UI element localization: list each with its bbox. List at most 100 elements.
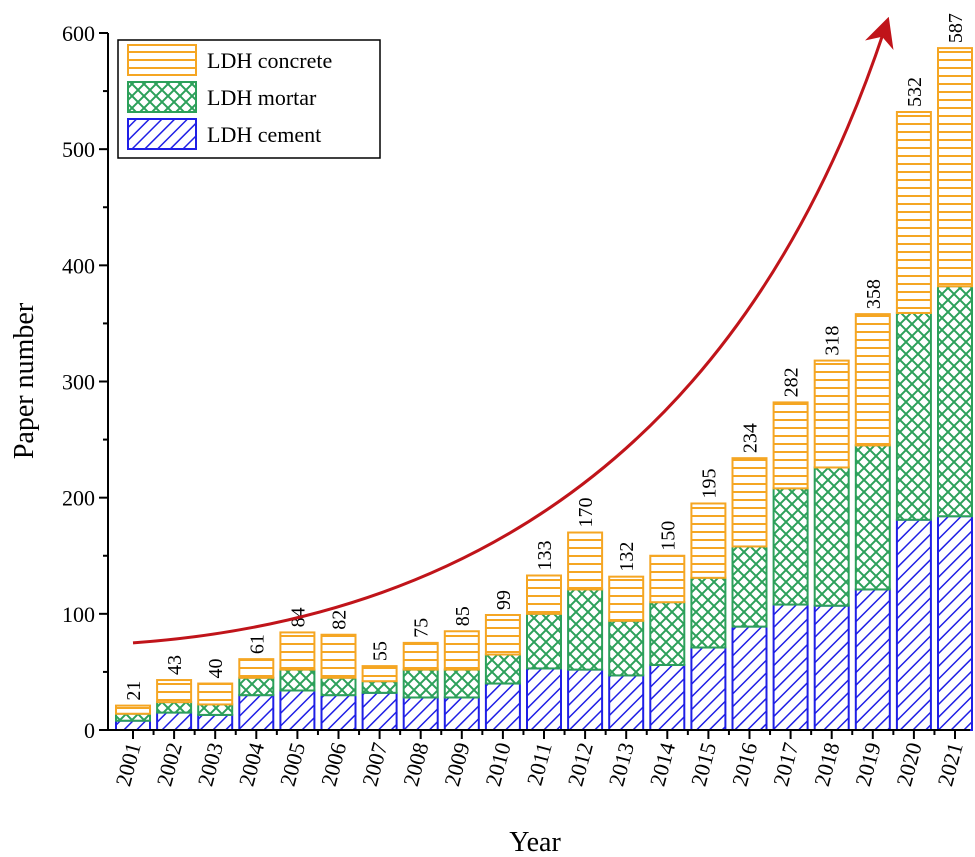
total-label-2006: 82 bbox=[329, 610, 351, 630]
bar-ldh-concrete-2021 bbox=[937, 47, 973, 288]
bar-ldh-concrete-2012 bbox=[567, 531, 604, 591]
total-label-2012: 170 bbox=[575, 498, 597, 528]
x-tick-label-2003: 2003 bbox=[192, 740, 228, 789]
x-tick-label-2008: 2008 bbox=[398, 740, 434, 789]
bar-ldh-mortar-2012 bbox=[567, 588, 604, 671]
bar-ldh-concrete-2016 bbox=[731, 457, 768, 548]
bars-layer bbox=[115, 47, 973, 732]
y-axis-title: Paper number bbox=[9, 302, 40, 459]
trend-arrow bbox=[132, 16, 894, 645]
bar-ldh-cement-2007 bbox=[361, 691, 398, 731]
bar-ldh-mortar-2021 bbox=[937, 285, 973, 518]
bar-ldh-mortar-2015 bbox=[690, 576, 727, 649]
trend-arrow-layer bbox=[132, 16, 894, 645]
x-tick-label-2005: 2005 bbox=[275, 740, 311, 789]
x-tick-label-2007: 2007 bbox=[357, 740, 393, 789]
bar-ldh-cement-2002 bbox=[156, 711, 193, 732]
x-tick-label-2017: 2017 bbox=[768, 740, 804, 789]
bar-ldh-concrete-2015 bbox=[690, 502, 727, 579]
y-tick-label-500: 500 bbox=[62, 137, 95, 162]
total-label-2003: 40 bbox=[205, 659, 227, 679]
bar-ldh-mortar-2006 bbox=[320, 676, 357, 697]
bar-ldh-mortar-2001 bbox=[115, 712, 151, 722]
bar-ldh-mortar-2003 bbox=[197, 703, 234, 716]
x-tick-label-2009: 2009 bbox=[439, 740, 475, 789]
x-tick-label-2001: 2001 bbox=[110, 740, 146, 789]
bar-ldh-cement-2001 bbox=[115, 719, 151, 731]
x-tick-label-2011: 2011 bbox=[522, 740, 557, 788]
bar-ldh-concrete-2019 bbox=[854, 313, 891, 447]
bar-ldh-mortar-2014 bbox=[649, 601, 686, 666]
total-label-2002: 43 bbox=[164, 655, 186, 675]
legend-label-ldh-concrete: LDH concrete bbox=[207, 48, 332, 73]
bar-ldh-cement-2021 bbox=[937, 515, 973, 732]
bar-ldh-mortar-2009 bbox=[443, 668, 480, 699]
total-label-2017: 282 bbox=[781, 367, 803, 397]
total-label-2019: 358 bbox=[863, 279, 885, 309]
total-label-2020: 532 bbox=[904, 77, 926, 107]
bar-ldh-mortar-2011 bbox=[526, 612, 562, 670]
total-label-2015: 195 bbox=[698, 468, 720, 498]
bar-ldh-mortar-2016 bbox=[731, 545, 768, 628]
bar-ldh-concrete-2020 bbox=[895, 110, 932, 314]
x-tick-label-2015: 2015 bbox=[686, 740, 722, 789]
total-label-2010: 99 bbox=[493, 590, 515, 610]
bar-ldh-concrete-2017 bbox=[772, 401, 809, 490]
x-tick-label-2002: 2002 bbox=[151, 740, 187, 789]
bar-ldh-mortar-2017 bbox=[772, 487, 809, 606]
total-label-2021: 587 bbox=[945, 13, 967, 43]
bar-ldh-mortar-2002 bbox=[156, 701, 193, 714]
bar-ldh-cement-2006 bbox=[320, 694, 357, 732]
x-tick-label-2014: 2014 bbox=[645, 740, 681, 789]
bar-ldh-cement-2018 bbox=[813, 604, 850, 731]
total-label-2016: 234 bbox=[740, 423, 762, 453]
y-tick-label-200: 200 bbox=[62, 486, 95, 511]
bar-ldh-concrete-2002 bbox=[156, 679, 193, 704]
total-label-2007: 55 bbox=[370, 641, 392, 661]
y-tick-label-400: 400 bbox=[62, 253, 95, 278]
bar-ldh-cement-2015 bbox=[690, 646, 727, 731]
bar-ldh-mortar-2019 bbox=[854, 444, 891, 591]
bar-ldh-concrete-2006 bbox=[320, 633, 357, 679]
bar-ldh-cement-2014 bbox=[649, 663, 686, 731]
legend-label-ldh-mortar: LDH mortar bbox=[207, 85, 317, 110]
bar-ldh-mortar-2010 bbox=[484, 653, 521, 685]
bar-ldh-cement-2004 bbox=[238, 694, 275, 732]
bar-ldh-concrete-2013 bbox=[608, 575, 645, 622]
x-tick-label-2012: 2012 bbox=[562, 740, 598, 789]
bar-ldh-cement-2013 bbox=[608, 674, 645, 732]
x-tick-label-2010: 2010 bbox=[480, 740, 516, 789]
bar-ldh-concrete-2005 bbox=[279, 631, 316, 671]
bar-ldh-mortar-2020 bbox=[895, 311, 932, 521]
bar-ldh-concrete-2011 bbox=[526, 574, 562, 615]
bar-ldh-cement-2008 bbox=[402, 696, 439, 731]
legend-swatch-ldh-concrete bbox=[127, 44, 197, 76]
x-tick-label-2013: 2013 bbox=[603, 740, 639, 789]
x-tick-label-2018: 2018 bbox=[809, 740, 845, 789]
bar-ldh-concrete-2003 bbox=[197, 682, 234, 706]
x-tick-label-2006: 2006 bbox=[316, 740, 352, 789]
bar-ldh-mortar-2005 bbox=[279, 668, 316, 692]
legend-label-ldh-cement: LDH cement bbox=[207, 122, 321, 147]
bar-ldh-concrete-2009 bbox=[443, 630, 480, 671]
bar-ldh-mortar-2007 bbox=[361, 680, 398, 694]
bar-ldh-cement-2017 bbox=[772, 603, 809, 731]
bar-ldh-concrete-2004 bbox=[238, 658, 275, 679]
bar-ldh-concrete-2001 bbox=[115, 704, 151, 715]
bar-ldh-concrete-2007 bbox=[361, 665, 398, 683]
total-label-2004: 61 bbox=[246, 634, 268, 654]
bar-ldh-mortar-2004 bbox=[238, 676, 275, 697]
bar-ldh-concrete-2008 bbox=[402, 641, 439, 671]
bar-ldh-concrete-2014 bbox=[649, 554, 686, 604]
x-tick-label-2020: 2020 bbox=[891, 740, 927, 789]
bar-ldh-cement-2020 bbox=[895, 518, 932, 732]
legend: LDH concrete LDH mortar LDH cement bbox=[117, 39, 381, 159]
legend-swatch-ldh-cement bbox=[127, 118, 197, 150]
bar-ldh-cement-2012 bbox=[567, 668, 604, 731]
bar-ldh-cement-2011 bbox=[526, 667, 562, 731]
bar-ldh-mortar-2018 bbox=[813, 466, 850, 607]
bar-ldh-concrete-2018 bbox=[813, 359, 850, 469]
total-label-2013: 132 bbox=[616, 542, 638, 572]
